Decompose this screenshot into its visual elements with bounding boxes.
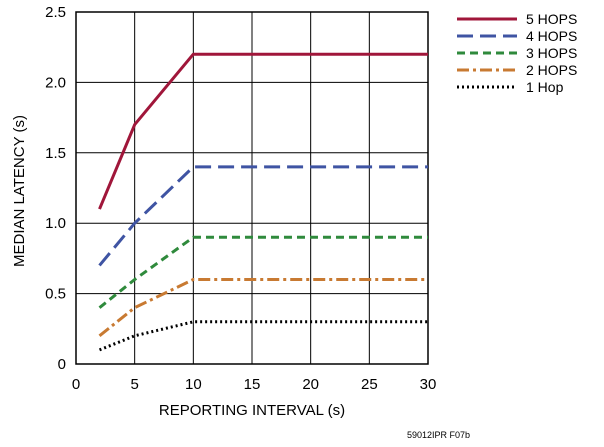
x-axis-label: REPORTING INTERVAL (s): [159, 402, 345, 419]
legend-label: 5 HOPS: [526, 11, 577, 27]
plot-frame: [75, 11, 429, 365]
y-tick-label: 1.0: [45, 215, 66, 232]
legend-label: 2 HOPS: [526, 62, 577, 78]
series-line: [98, 235, 428, 309]
x-tick-label: 10: [185, 376, 202, 393]
legend-label: 3 HOPS: [526, 45, 577, 61]
series-line: [98, 278, 428, 337]
y-tick-label: 0: [58, 356, 66, 373]
grid: [76, 12, 428, 364]
y-tick-label: 0.5: [45, 286, 66, 303]
x-tick-labels: 0 5 10 15 20 25 30: [72, 376, 437, 393]
y-tick-labels: 0 0.5 1.0 1.5 2.0 2.5: [45, 4, 66, 373]
figure-footnote: 59012IPR F07b: [407, 430, 470, 440]
y-axis-label: MEDIAN LATENCY (s): [11, 115, 28, 267]
series-group: [98, 52, 428, 352]
legend-label: 1 Hop: [526, 79, 564, 95]
series-line: [98, 320, 428, 352]
y-tick-label: 2.0: [45, 74, 66, 91]
x-tick-label: 5: [130, 376, 138, 393]
series-line: [98, 52, 428, 210]
x-tick-label: 30: [420, 376, 437, 393]
y-tick-label: 2.5: [45, 4, 66, 21]
x-tick-label: 15: [244, 376, 261, 393]
legend-label: 4 HOPS: [526, 28, 577, 44]
x-tick-label: 20: [302, 376, 319, 393]
x-tick-label: 25: [361, 376, 378, 393]
y-tick-label: 1.5: [45, 145, 66, 162]
series-line: [98, 165, 428, 267]
x-tick-label: 0: [72, 376, 80, 393]
